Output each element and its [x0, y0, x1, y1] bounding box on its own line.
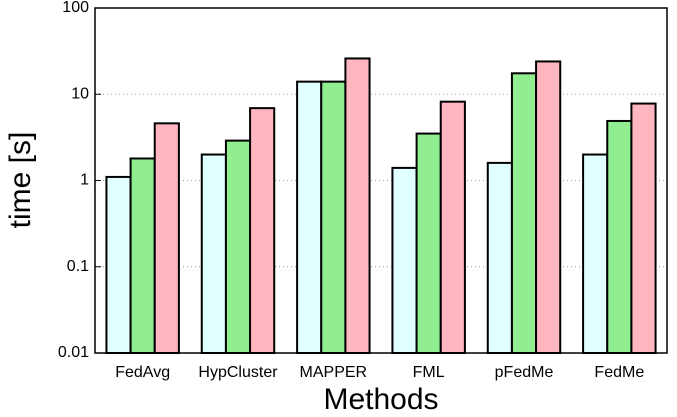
y-tick-label: 0.1 [67, 258, 89, 275]
y-axis-label: time [s] [4, 132, 37, 229]
bar [486, 161, 513, 354]
bar [249, 107, 276, 355]
bar [535, 60, 562, 354]
y-tick-label: 1 [80, 172, 89, 189]
x-tick-label: MAPPER [300, 364, 368, 381]
y-tick-label: 0.01 [58, 344, 89, 361]
y-tick-label: 100 [62, 0, 89, 16]
bar [510, 72, 538, 355]
bar [582, 153, 609, 354]
x-tick-label: FedMe [594, 364, 644, 381]
x-axis-label: Methods [323, 383, 438, 416]
bar [415, 132, 442, 354]
x-tick-label: pFedMe [495, 364, 554, 381]
bar [200, 153, 227, 354]
bar [105, 175, 132, 354]
bar [344, 57, 371, 354]
bar [630, 102, 657, 354]
bar [296, 80, 323, 354]
x-tick-label: FML [413, 364, 445, 381]
x-tick-label: HypCluster [198, 364, 278, 381]
bar [606, 119, 633, 355]
y-tick-label: 10 [71, 85, 89, 102]
bar [439, 100, 466, 355]
bar [129, 157, 156, 354]
bar [320, 80, 347, 354]
bar [153, 122, 180, 354]
plot-frame [94, 7, 668, 354]
x-tick-label: FedAvg [115, 364, 170, 381]
bar [391, 166, 418, 354]
bar [224, 139, 252, 354]
